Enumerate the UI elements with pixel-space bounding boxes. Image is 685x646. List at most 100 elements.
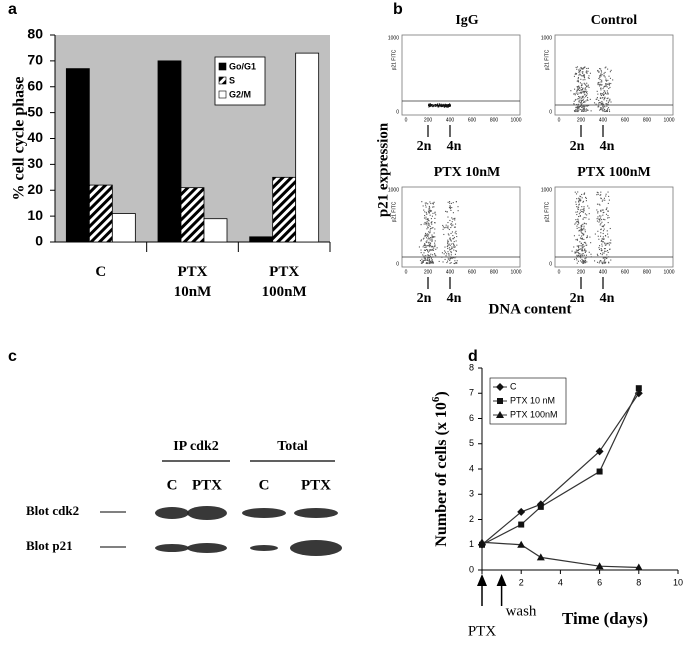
flow-dot — [428, 237, 430, 239]
flow-dot — [586, 93, 588, 95]
flow-dot — [604, 242, 606, 244]
flow-dot — [577, 246, 579, 248]
flow-dot — [602, 232, 604, 235]
flow-dot — [436, 247, 438, 249]
flow-dot — [602, 107, 604, 110]
marker — [536, 553, 545, 561]
flow-dot — [579, 241, 581, 243]
flow-dot — [420, 252, 422, 254]
flow-dot — [578, 213, 580, 215]
flow-dot — [425, 206, 427, 208]
x-axis-title: Time (days) — [562, 609, 648, 628]
marker — [596, 468, 603, 475]
flow-dot — [608, 244, 610, 246]
flow-x-tick: 800 — [490, 117, 499, 123]
flow-dot — [446, 104, 448, 106]
flow-dot — [601, 238, 603, 240]
flow-dot — [600, 102, 602, 104]
flow-dot — [450, 239, 452, 241]
flow-dot — [604, 244, 606, 246]
flow-dot — [438, 103, 440, 105]
flow-dot — [447, 201, 449, 203]
flow-dot — [586, 82, 588, 84]
flow-dot — [600, 194, 602, 196]
flow-dot — [427, 219, 429, 221]
flow-dot — [451, 207, 453, 209]
flow-dot — [607, 210, 609, 212]
flow-dot — [583, 193, 585, 195]
flow-dot — [430, 218, 432, 220]
flow-dot — [451, 248, 453, 250]
flow-dot — [604, 67, 606, 69]
flow-dot — [579, 215, 581, 217]
flow-dot — [601, 74, 603, 76]
flow-dot — [434, 103, 437, 106]
flow-dot — [608, 87, 610, 90]
flow-dot — [573, 104, 575, 106]
flow-dot — [580, 248, 582, 250]
flow-dot — [606, 250, 609, 252]
flow-x-tick: 800 — [643, 269, 652, 275]
flow-dot — [447, 245, 449, 247]
flow-x-tick: 600 — [468, 117, 477, 123]
flow-dot — [600, 215, 602, 217]
flow-axis-name: p21 FITC — [544, 201, 550, 222]
flow-dot — [581, 197, 583, 199]
flow-dot — [427, 259, 429, 262]
flow-dot — [424, 257, 426, 260]
flow-dot — [432, 256, 434, 258]
flow-dot — [449, 219, 451, 222]
flow-dot — [606, 207, 608, 209]
flow-dot — [607, 97, 609, 99]
flow-dot — [587, 70, 589, 72]
flow-dot — [605, 261, 607, 263]
marker — [517, 540, 526, 548]
annotation: wash — [506, 603, 537, 619]
flow-dot — [602, 94, 605, 96]
flow-dot — [600, 229, 602, 231]
flow-dot — [598, 203, 600, 205]
flow-dot — [580, 92, 582, 94]
flow-dot — [581, 225, 583, 227]
flow-dot — [580, 226, 582, 228]
flow-dot — [434, 222, 436, 224]
flow-dot — [584, 94, 586, 96]
flow-dot — [586, 99, 588, 101]
flow-dot — [583, 67, 585, 69]
flow-dot — [449, 244, 451, 247]
flow-dot — [577, 208, 579, 210]
flow-dot — [437, 103, 439, 105]
flow-dot — [427, 245, 429, 247]
flow-dot — [576, 213, 578, 216]
flow-dot — [445, 227, 447, 229]
flow-dot — [430, 249, 432, 251]
flow-dot — [440, 103, 442, 105]
flow-dot — [451, 221, 453, 223]
flow-dot — [450, 257, 452, 259]
flow-dot — [575, 256, 577, 258]
flow-dots — [570, 66, 614, 113]
flow-dot — [607, 68, 609, 70]
flow-dot — [582, 259, 584, 261]
flow-dot — [581, 110, 583, 112]
flow-dot — [578, 109, 580, 111]
flow-dot — [579, 229, 582, 231]
flow-dot — [450, 254, 452, 256]
flow-dot — [601, 239, 603, 241]
flow-dot — [451, 217, 453, 219]
flow-dot — [581, 91, 583, 93]
y-tick-label: 7 — [469, 388, 474, 398]
flow-dot — [584, 110, 586, 112]
flow-dot — [446, 106, 448, 108]
flow-dot — [424, 234, 426, 236]
ploidy-label: 2n — [417, 291, 432, 306]
flow-dot — [605, 110, 607, 113]
flow-dot — [582, 243, 584, 245]
flow-dot — [448, 254, 450, 256]
flow-dot — [575, 66, 577, 69]
flow-dot — [581, 261, 583, 263]
flow-dot — [602, 241, 604, 243]
flow-dot — [421, 262, 423, 264]
flow-dot — [582, 88, 584, 91]
